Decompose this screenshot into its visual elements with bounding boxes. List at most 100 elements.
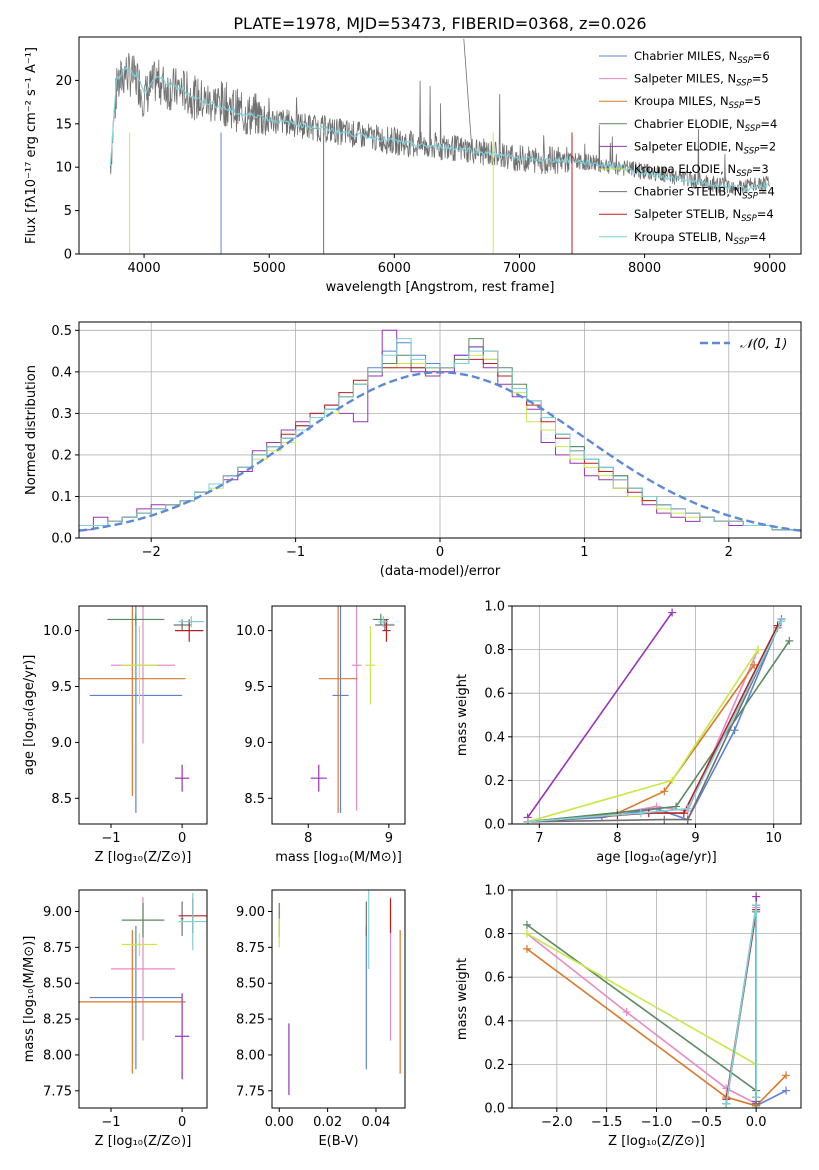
grid-lines (79, 322, 801, 539)
axes-frame: 0.00 0.02 0.04 7.75 8.00 8.25 8.50 8.75 9.00 E(B-… (236, 889, 406, 1149)
x-tick-label: −1 (101, 1115, 120, 1130)
point-marker (660, 787, 669, 796)
axes-spine (78, 36, 802, 255)
x-tick-label: 9 (691, 831, 699, 846)
x-axis-label: Z [log₁₀(Z/Z⊙)] (95, 1134, 192, 1149)
axes-spine (78, 889, 208, 1109)
legend: 𝒩(0, 1) (700, 337, 787, 352)
mass-weight-line (527, 627, 779, 823)
y-tick-label: 8.5 (51, 792, 72, 807)
y-tick-label: 0.1 (51, 490, 72, 505)
legend-label-value: =5 (744, 94, 761, 108)
y-tick-label: 10.0 (43, 624, 72, 639)
legend-label-subscript: SSP (742, 192, 758, 202)
point-marker (722, 1099, 731, 1108)
y-tick-label: 0.8 (484, 643, 505, 658)
x-axis-label: age [log₁₀(age/yr)] (596, 850, 717, 865)
legend-label-prefix: Chabrier STELIB, N (634, 185, 742, 199)
x-tick-label: 0 (178, 1115, 186, 1130)
x-axis-label: (data-model)/error (380, 564, 501, 579)
y-tick-label: 8.00 (236, 1048, 265, 1063)
point-marker (668, 776, 677, 785)
x-tick-label: 10 (765, 831, 782, 846)
x-tick-label: 0.02 (313, 1115, 342, 1130)
legend-label-prefix: Salpeter MILES, N (634, 72, 736, 86)
y-axis-label: mass weight (455, 958, 470, 1040)
y-tick-label: 10 (55, 161, 72, 176)
y-tick-label: 0.3 (51, 407, 72, 422)
y-tick-label: 8.00 (43, 1048, 72, 1063)
y-tick-label: 0.0 (51, 532, 72, 547)
plot-area (278, 890, 401, 1096)
x-tick-label: 7 (535, 831, 543, 846)
y-axis-label: Normed distribution (24, 365, 39, 495)
grid-lines (512, 889, 801, 1109)
plot-area (310, 606, 395, 813)
point-marker (522, 944, 531, 953)
legend-label: Chabrier ELODIE, NSSP=4 (634, 117, 777, 134)
point-marker (785, 636, 794, 645)
axes-frame: −1 0 8.5 9.0 9.5 10.0 Z [log₁₀(Z/Z⊙)] age [log₁… (22, 605, 208, 865)
y-tick-label: 0.4 (51, 365, 72, 380)
legend-label-prefix: Salpeter ELODIE, N (634, 139, 744, 153)
legend-label-prefix: Salpeter STELIB, N (634, 207, 741, 221)
y-axis-label: mass weight (455, 674, 470, 756)
y-tick-label: 9.00 (236, 905, 265, 920)
x-tick-label: 4000 (128, 261, 161, 276)
x-tick-label: −2 (142, 545, 161, 560)
axes-spine (511, 605, 802, 825)
x-tick-label: 0 (436, 545, 444, 560)
point-marker (683, 804, 692, 813)
axes-frame: 4000 5000 6000 7000 8000 9000 0 5 10 15 20 waveleng… (24, 36, 802, 295)
legend-label-value: =2 (759, 139, 776, 153)
y-tick-label: 0.2 (484, 1058, 505, 1073)
x-tick-label: 9000 (753, 261, 786, 276)
y-tick-label: 0 (64, 248, 72, 263)
axes-spine (271, 605, 406, 825)
legend-label-value: =4 (760, 117, 777, 131)
y-tick-label: 0.8 (484, 927, 505, 942)
point-marker (752, 892, 761, 901)
normal-curve (79, 371, 801, 532)
legend-label-value: =3 (752, 162, 769, 176)
y-tick-label: 1.0 (484, 600, 505, 615)
legend-label: Salpeter STELIB, NSSP=4 (634, 207, 774, 224)
mass-weight-line (527, 618, 783, 823)
y-tick-label: 0.0 (484, 818, 505, 833)
legend-label-subscript: SSP (736, 79, 752, 89)
plot-area (523, 608, 794, 824)
x-axis-label: mass [log₁₀(M/M⊙)] (275, 850, 402, 865)
x-tick-label: 0 (178, 831, 186, 846)
point-marker (622, 1008, 631, 1017)
legend-label-subscript: SSP (745, 124, 761, 134)
figure-title: PLATE=1978, MJD=53473, FIBERID=0368, z=0… (233, 14, 646, 33)
x-tick-label: 9 (385, 831, 393, 846)
y-tick-label: 10.0 (236, 624, 265, 639)
y-tick-label: 0.2 (51, 448, 72, 463)
x-tick-label: −1 (286, 545, 305, 560)
y-axis-label: mass [log₁₀(M/M⊙)] (22, 936, 37, 1063)
x-tick-label: −0.5 (691, 1115, 723, 1130)
legend-label: Kroupa STELIB, NSSP=4 (634, 230, 766, 247)
legend-label-prefix: Kroupa MILES, N (634, 94, 729, 108)
point-marker (636, 809, 645, 818)
x-tick-label: 0.0 (746, 1115, 767, 1130)
y-tick-label: 8.50 (43, 977, 72, 992)
axes-frame: −2 −1 0 1 2 0.0 0.1 0.2 0.3 0.4 0.5 (data-model)/er… (24, 321, 802, 579)
legend-label-subscript: SSP (734, 237, 750, 247)
point-marker (730, 726, 739, 735)
legend-label-subscript: SSP (736, 169, 752, 179)
chart-spectrum: 4000 5000 6000 7000 8000 9000 0 5 10 15 20 waveleng… (24, 36, 802, 295)
y-tick-label: 0.4 (484, 1014, 505, 1029)
legend-label-subscript: SSP (737, 56, 753, 66)
mass-weight-line (526, 612, 673, 818)
y-tick-label: 0.6 (484, 971, 505, 986)
y-tick-label: 8.75 (236, 941, 265, 956)
point-marker (522, 920, 531, 929)
mass-weight-line (526, 948, 787, 1107)
x-tick-label: 0.04 (362, 1115, 391, 1130)
x-tick-label: 8 (304, 831, 312, 846)
plot-area (79, 606, 205, 813)
axes-frame: 7 8 9 10 0.0 0.2 0.4 0.6 0.8 1.0 age [log₁₀(age/yr… (455, 600, 802, 865)
legend-label-prefix: Chabrier ELODIE, N (634, 117, 745, 131)
